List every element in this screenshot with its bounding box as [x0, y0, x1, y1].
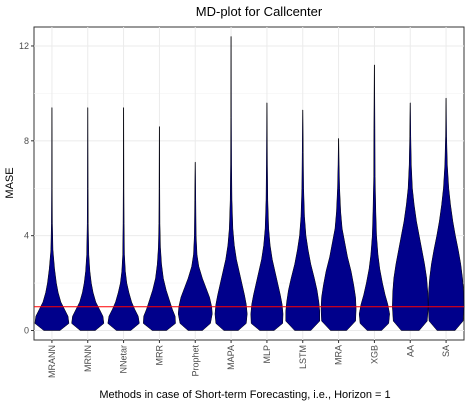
- x-tick-label: Prophet: [190, 345, 200, 377]
- violin-mrnn: [71, 107, 105, 331]
- x-axis-title: Methods in case of Short-term Forecastin…: [99, 389, 390, 401]
- violin-mapa: [214, 36, 248, 331]
- violin-mlp: [250, 102, 284, 331]
- violins: [34, 36, 465, 331]
- y-tick-label: 4: [24, 231, 29, 241]
- x-tick-label: SA: [441, 345, 451, 357]
- x-axis: MRANN MRNN NNetar MRR Prophet MAPA MLP LSTM MRA X…: [47, 340, 451, 378]
- violin-mra: [320, 138, 357, 331]
- y-axis-title: MASE: [4, 167, 16, 198]
- y-axis: 0 4 8 12: [19, 41, 34, 336]
- x-tick-label: MRA: [334, 345, 344, 365]
- y-tick-label: 12: [19, 41, 29, 51]
- y-tick-label: 8: [24, 136, 29, 146]
- x-tick-label: MLP: [262, 345, 272, 364]
- violin-nnetar: [107, 107, 140, 331]
- violin-lstm: [285, 109, 321, 331]
- x-tick-label: LSTM: [298, 345, 308, 369]
- x-tick-label: MRANN: [47, 345, 57, 378]
- x-tick-label: XGB: [369, 345, 379, 364]
- x-tick-label: MRNN: [83, 345, 93, 372]
- chart-title: MD-plot for Callcenter: [196, 4, 323, 19]
- y-tick-label: 0: [24, 326, 29, 336]
- violin-aa: [392, 102, 429, 331]
- plot-panel: [33, 26, 465, 341]
- violin-mrr: [143, 126, 176, 331]
- x-tick-label: NNetar: [119, 345, 129, 374]
- violin-sa: [427, 97, 465, 331]
- violin-xgb: [358, 64, 390, 331]
- x-tick-label: AA: [405, 345, 415, 357]
- x-tick-label: MRR: [154, 345, 164, 366]
- x-tick-label: MAPA: [226, 345, 236, 370]
- violin-mrann: [34, 107, 70, 331]
